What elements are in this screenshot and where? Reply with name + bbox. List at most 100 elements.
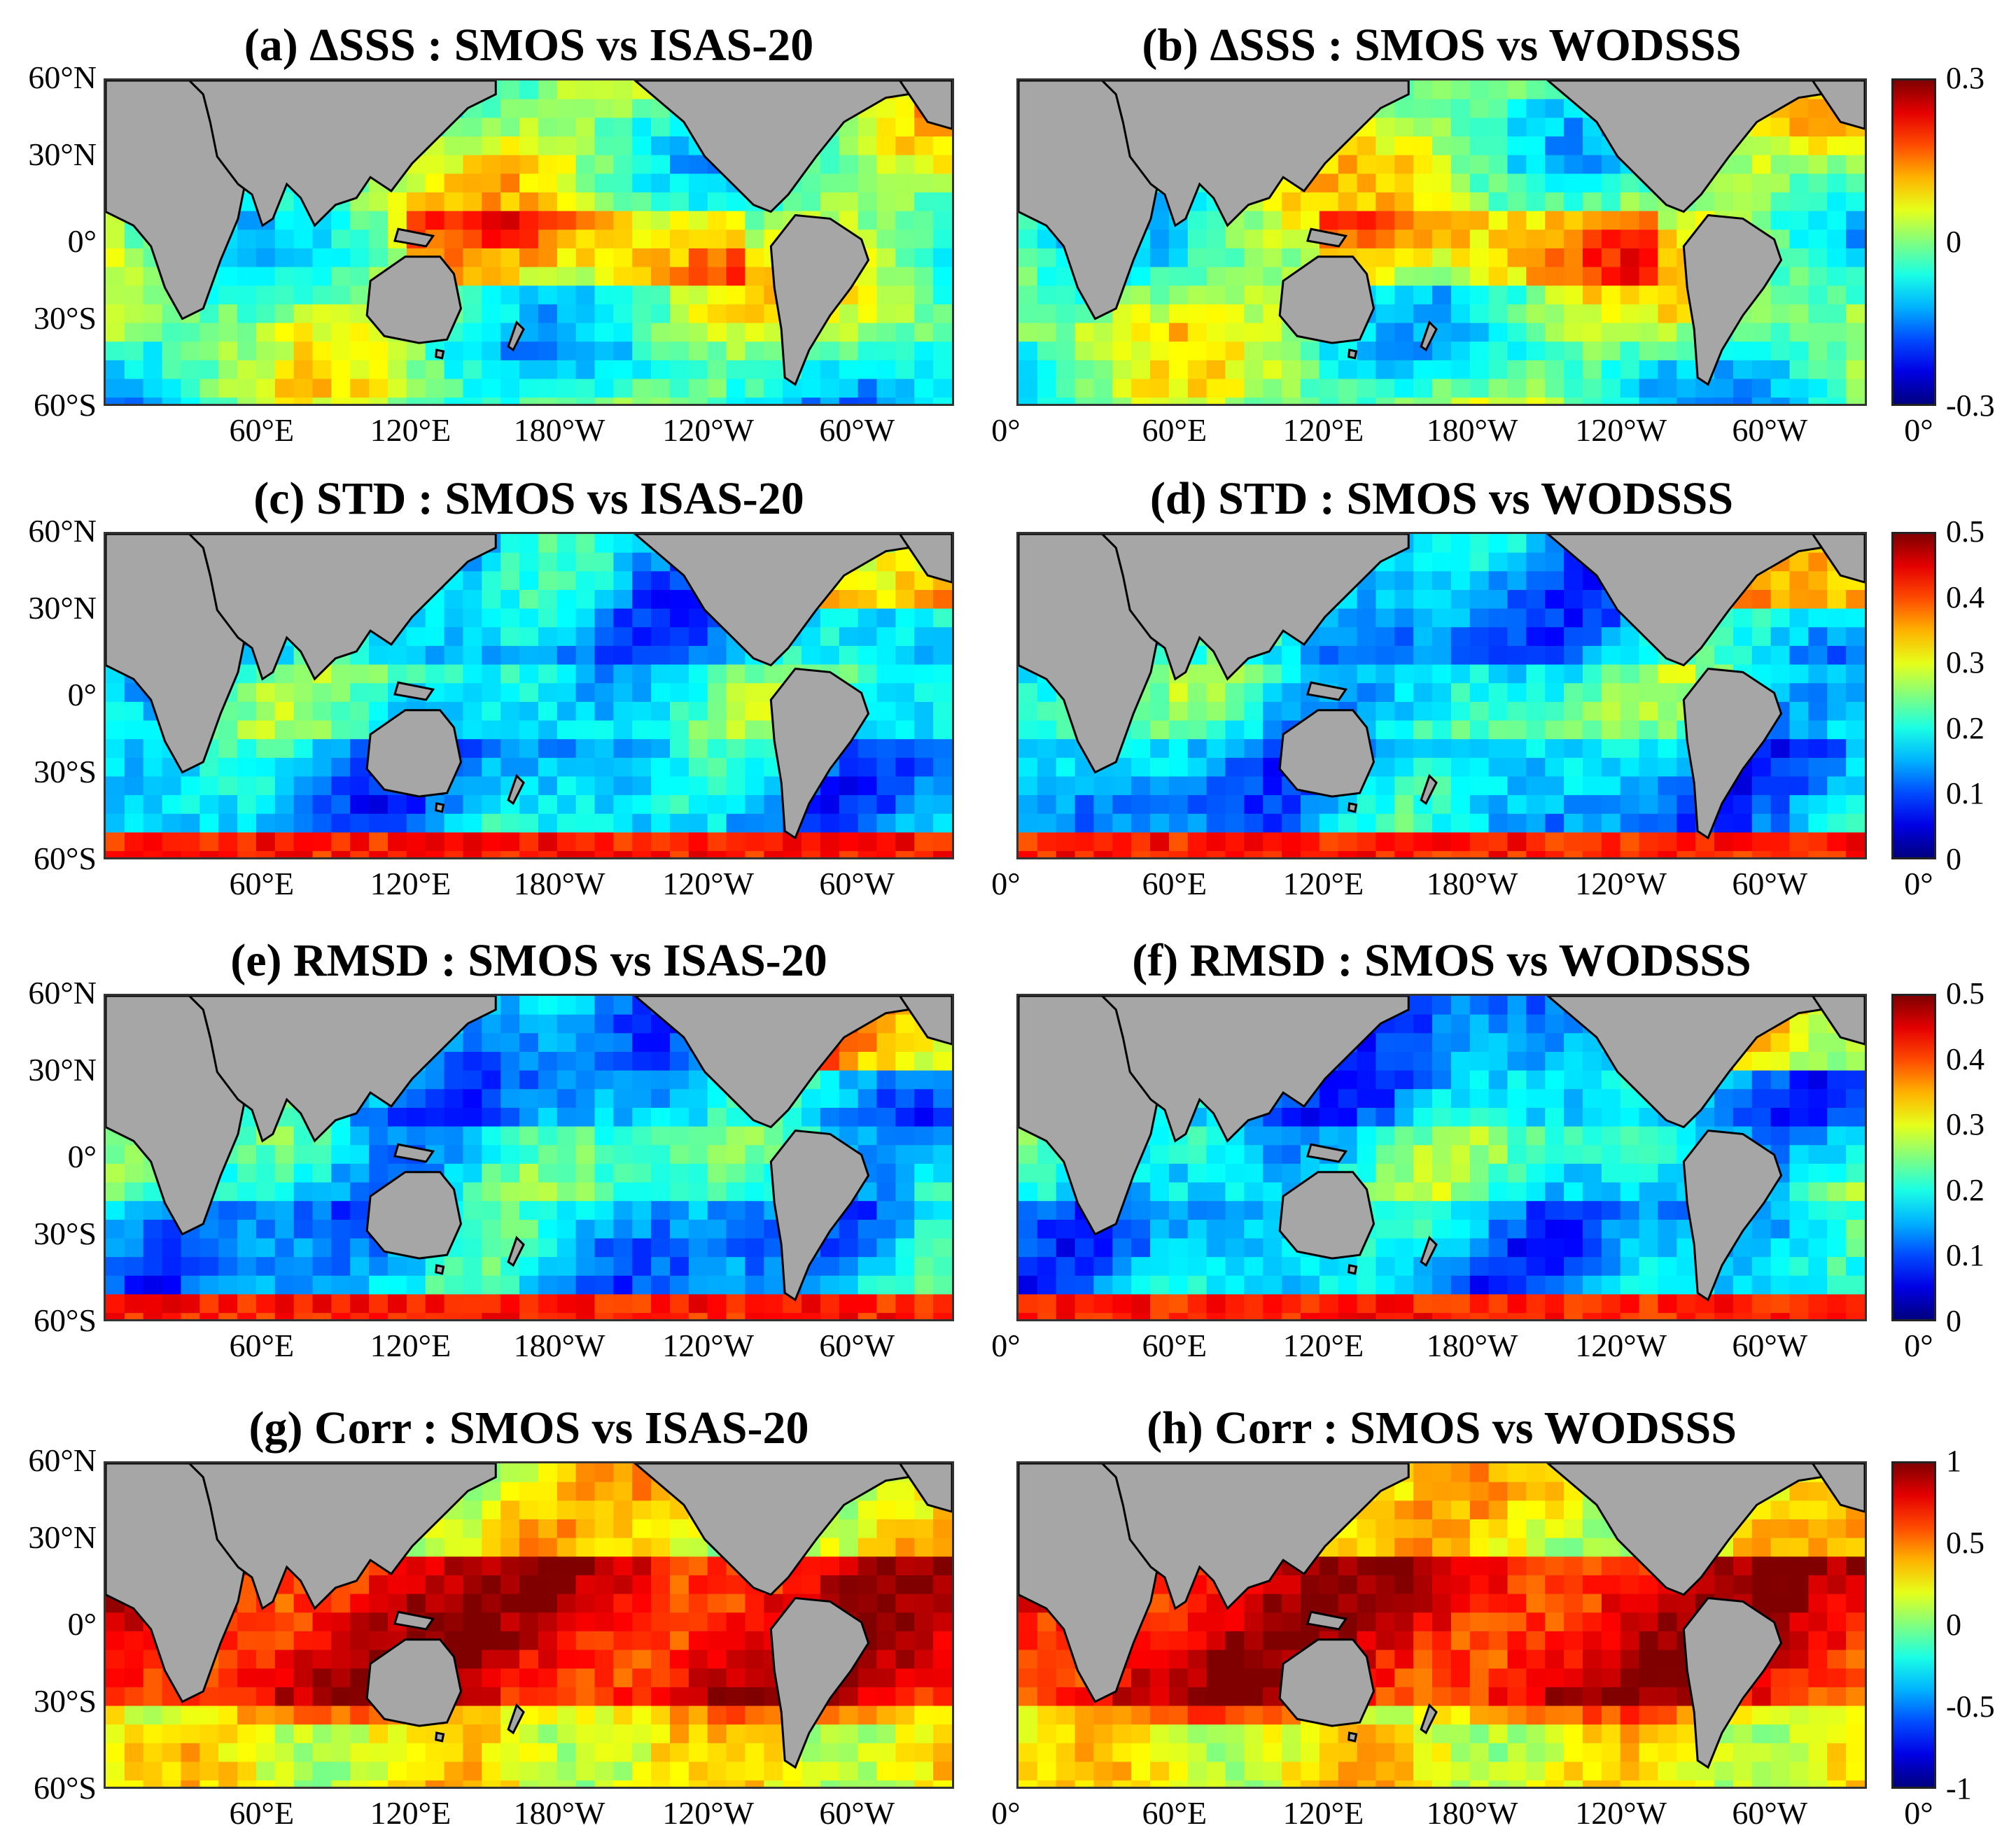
land-shape (435, 1264, 445, 1275)
colorbar-tick: 0.5 (1946, 976, 1984, 1011)
land-shape (898, 996, 952, 1046)
land-shape (365, 255, 463, 344)
land-shape (1306, 1610, 1348, 1631)
lon-label: 120°W (1575, 1328, 1667, 1363)
land-shape (769, 213, 870, 386)
lon-label: 0° (1904, 412, 1933, 448)
lon-label: 120°E (370, 1795, 451, 1831)
panel-title-c: (c) STD : SMOS vs ISAS-20 (253, 473, 804, 524)
land-shape (1682, 1596, 1783, 1769)
lat-label: 30°N (28, 589, 97, 626)
colorbar-tick: 0.5 (1946, 1526, 1984, 1560)
lon-label: 60°E (229, 1328, 295, 1363)
land-shape (1100, 534, 1410, 681)
panel-title-g: (g) Corr : SMOS vs ISAS-20 (248, 1402, 809, 1454)
colorbar-tick: 0.4 (1946, 1041, 1984, 1076)
land-shape (1100, 80, 1410, 227)
colorbar-tick: -0.3 (1946, 388, 1995, 423)
colorbar-tick: 0.2 (1946, 710, 1984, 745)
lon-label: 120°W (662, 412, 755, 448)
land-shape (1100, 996, 1410, 1143)
lon-label: 0° (991, 412, 1021, 448)
land-shape (435, 349, 445, 360)
land-shape (633, 996, 952, 1129)
land-shape (1546, 996, 1865, 1129)
panel-title-a: (a) ΔSSS : SMOS vs ISAS-20 (244, 20, 814, 71)
colorbar-tick: 0 (1946, 842, 1961, 876)
land-shape (1278, 255, 1376, 344)
map-h (1016, 1461, 1867, 1789)
lon-label: 60°E (229, 866, 295, 901)
lon-label: 120°E (1282, 1795, 1364, 1831)
land-shape (393, 681, 435, 701)
land-shape (1420, 320, 1438, 352)
lon-label: 60°W (819, 1795, 895, 1831)
lon-label: 60°W (819, 412, 895, 448)
land-shape (1348, 349, 1358, 360)
lon-label: 0° (1904, 1795, 1933, 1831)
land-shape (435, 802, 445, 813)
lon-label: 180°W (1426, 1795, 1518, 1831)
colorbar-tick: 0 (1946, 1304, 1961, 1338)
lat-label: 30°N (28, 1519, 97, 1555)
land-shape (1811, 80, 1865, 130)
lon-label: 60°E (229, 1795, 295, 1831)
lon-label: 60°W (819, 1328, 895, 1363)
lat-label: 60°N (28, 1442, 97, 1478)
lon-label: 120°E (370, 412, 451, 448)
map-g (104, 1461, 954, 1789)
land-shape (365, 709, 463, 798)
land-shape (1420, 1703, 1438, 1735)
lon-label: 60°W (1732, 866, 1808, 901)
panel-title-b: (b) ΔSSS : SMOS vs WODSSS (1142, 20, 1742, 71)
lat-label: 60°S (34, 1302, 97, 1338)
map-b (1016, 78, 1867, 406)
lat-label: 30°S (34, 1682, 97, 1719)
map-c (104, 532, 954, 859)
colorbar-tick: 0 (1946, 225, 1961, 259)
land-shape (365, 1171, 463, 1260)
land-shape (769, 1129, 870, 1302)
map-e (104, 994, 954, 1321)
lat-label: 30°N (28, 1051, 97, 1088)
panel-title-h: (h) Corr : SMOS vs WODSSS (1147, 1402, 1737, 1454)
land-shape (393, 1143, 435, 1163)
lat-label: 0° (67, 1606, 97, 1642)
land-shape (1278, 709, 1376, 798)
lon-label: 120°E (1282, 1328, 1364, 1363)
lon-label: 0° (991, 1328, 1021, 1363)
land-shape (1348, 802, 1358, 813)
land-shape (1278, 1638, 1376, 1727)
land-shape (1348, 1264, 1358, 1275)
land-shape (393, 227, 435, 248)
lon-label: 0° (1904, 1328, 1933, 1363)
lon-label: 0° (991, 1795, 1021, 1831)
lat-label: 60°S (34, 1770, 97, 1806)
lon-label: 60°E (1142, 412, 1208, 448)
lon-label: 180°W (513, 412, 606, 448)
lon-label: 60°E (1142, 866, 1208, 901)
land-shape (1546, 80, 1865, 213)
lat-label: 30°S (34, 753, 97, 789)
land-shape (435, 1731, 445, 1743)
land-shape (898, 80, 952, 130)
land-shape (1682, 667, 1783, 840)
land-shape (1811, 534, 1865, 584)
land-shape (1811, 996, 1865, 1046)
land-shape (1306, 1143, 1348, 1163)
colorbar-tick: 0.5 (1946, 514, 1984, 549)
map-f (1016, 994, 1867, 1321)
land-shape (507, 1235, 525, 1267)
lon-label: 120°W (1575, 1795, 1667, 1831)
land-shape (769, 1596, 870, 1769)
lat-label: 30°S (34, 1215, 97, 1251)
map-d (1016, 532, 1867, 859)
land-shape (1682, 213, 1783, 386)
land-shape (1546, 1463, 1865, 1596)
land-shape (365, 1638, 463, 1727)
map-a (104, 78, 954, 406)
lon-label: 60°E (229, 412, 295, 448)
colorbar-delta (1891, 78, 1936, 406)
lon-label: 120°W (662, 1795, 755, 1831)
lon-label: 180°W (1426, 866, 1518, 901)
